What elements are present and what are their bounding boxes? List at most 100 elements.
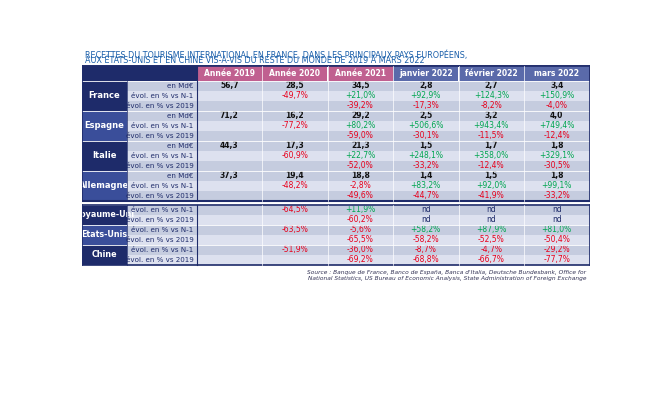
Text: -59,0%: -59,0% xyxy=(347,131,374,140)
Text: -49,7%: -49,7% xyxy=(282,91,309,100)
Bar xyxy=(82,66,590,201)
Bar xyxy=(458,181,524,191)
Bar xyxy=(328,141,393,151)
Text: évol. en % vs 2019: évol. en % vs 2019 xyxy=(126,133,193,139)
Text: évol. en % vs 2019: évol. en % vs 2019 xyxy=(126,237,193,242)
Text: Etats-Unis: Etats-Unis xyxy=(81,230,128,239)
Bar xyxy=(524,131,590,141)
Text: 2,7: 2,7 xyxy=(485,81,498,90)
Bar xyxy=(262,181,328,191)
Text: 1,5: 1,5 xyxy=(419,141,432,150)
Text: 21,3: 21,3 xyxy=(351,141,369,150)
Text: -69,2%: -69,2% xyxy=(347,255,373,264)
Text: -52,0%: -52,0% xyxy=(347,161,373,170)
Text: -60,2%: -60,2% xyxy=(347,215,373,224)
Text: -66,7%: -66,7% xyxy=(478,255,505,264)
Text: +11,9%: +11,9% xyxy=(345,205,375,214)
Bar xyxy=(393,91,458,100)
Text: évol. en % vs 2019: évol. en % vs 2019 xyxy=(126,102,193,109)
Text: France: France xyxy=(88,91,121,100)
Bar xyxy=(196,161,262,171)
Bar xyxy=(524,151,590,161)
Bar xyxy=(262,80,328,91)
Text: en Md€: en Md€ xyxy=(167,173,193,179)
Text: -2,8%: -2,8% xyxy=(349,181,371,190)
Bar xyxy=(458,215,524,224)
Bar xyxy=(263,66,327,80)
Bar xyxy=(127,255,196,264)
Bar xyxy=(458,224,524,235)
Text: évol. en % vs N-1: évol. en % vs N-1 xyxy=(131,122,193,129)
Bar xyxy=(328,151,393,161)
Text: -77,2%: -77,2% xyxy=(282,121,309,130)
Text: -52,5%: -52,5% xyxy=(478,235,504,244)
Bar xyxy=(393,244,458,255)
Text: 1,8: 1,8 xyxy=(550,171,563,180)
Bar xyxy=(328,171,393,181)
Text: -63,5%: -63,5% xyxy=(282,225,309,234)
Text: +92,9%: +92,9% xyxy=(411,91,441,100)
Text: +248,1%: +248,1% xyxy=(408,151,443,160)
Text: Année 2021: Année 2021 xyxy=(335,69,386,78)
Text: 1,8: 1,8 xyxy=(550,141,563,150)
Bar xyxy=(262,141,328,151)
Text: +150,9%: +150,9% xyxy=(539,91,574,100)
Bar xyxy=(524,111,590,121)
Text: +358,0%: +358,0% xyxy=(474,151,509,160)
Text: -12,4%: -12,4% xyxy=(544,131,570,140)
Bar xyxy=(127,235,196,244)
Text: nd: nd xyxy=(552,215,561,224)
Bar xyxy=(328,181,393,191)
Text: +83,2%: +83,2% xyxy=(411,181,441,190)
Bar xyxy=(262,111,328,121)
Bar xyxy=(328,80,393,91)
Bar xyxy=(262,161,328,171)
Bar xyxy=(393,235,458,244)
Text: évol. en % vs N-1: évol. en % vs N-1 xyxy=(131,153,193,159)
Text: 2,5: 2,5 xyxy=(419,111,432,120)
Bar xyxy=(393,121,458,131)
Text: -4,7%: -4,7% xyxy=(480,245,502,254)
Text: -48,2%: -48,2% xyxy=(282,181,308,190)
Bar xyxy=(328,111,393,121)
Text: 56,7: 56,7 xyxy=(220,81,238,90)
Text: nd: nd xyxy=(487,205,496,214)
Bar xyxy=(328,215,393,224)
Bar xyxy=(393,161,458,171)
Text: évol. en % vs N-1: évol. en % vs N-1 xyxy=(131,93,193,99)
Text: en Md€: en Md€ xyxy=(167,82,193,89)
Bar xyxy=(127,191,196,201)
Bar xyxy=(328,100,393,111)
Text: évol. en % vs 2019: évol. en % vs 2019 xyxy=(126,217,193,222)
Text: -33,2%: -33,2% xyxy=(544,191,570,200)
Text: -8,7%: -8,7% xyxy=(415,245,437,254)
Bar xyxy=(458,191,524,201)
Text: -17,3%: -17,3% xyxy=(413,101,439,110)
Bar xyxy=(262,255,328,264)
Bar xyxy=(127,181,196,191)
Text: -33,2%: -33,2% xyxy=(413,161,439,170)
Bar xyxy=(458,80,524,91)
Text: 16,2: 16,2 xyxy=(286,111,304,120)
Text: en Md€: en Md€ xyxy=(167,113,193,119)
Text: +58,2%: +58,2% xyxy=(411,225,441,234)
Bar xyxy=(458,121,524,131)
Bar xyxy=(393,80,458,91)
Text: 37,3: 37,3 xyxy=(220,171,238,180)
Text: 28,5: 28,5 xyxy=(286,81,304,90)
Bar xyxy=(328,191,393,201)
Bar xyxy=(196,191,262,201)
Bar xyxy=(196,255,262,264)
Text: nd: nd xyxy=(421,205,430,214)
Bar xyxy=(262,204,328,215)
Text: 1,4: 1,4 xyxy=(419,171,432,180)
Bar xyxy=(328,131,393,141)
Bar xyxy=(262,224,328,235)
Bar xyxy=(262,191,328,201)
Bar xyxy=(328,204,393,215)
Text: Royaume-Uni: Royaume-Uni xyxy=(74,210,134,219)
Bar xyxy=(127,215,196,224)
Bar xyxy=(262,91,328,100)
Bar xyxy=(127,131,196,141)
Bar xyxy=(524,161,590,171)
